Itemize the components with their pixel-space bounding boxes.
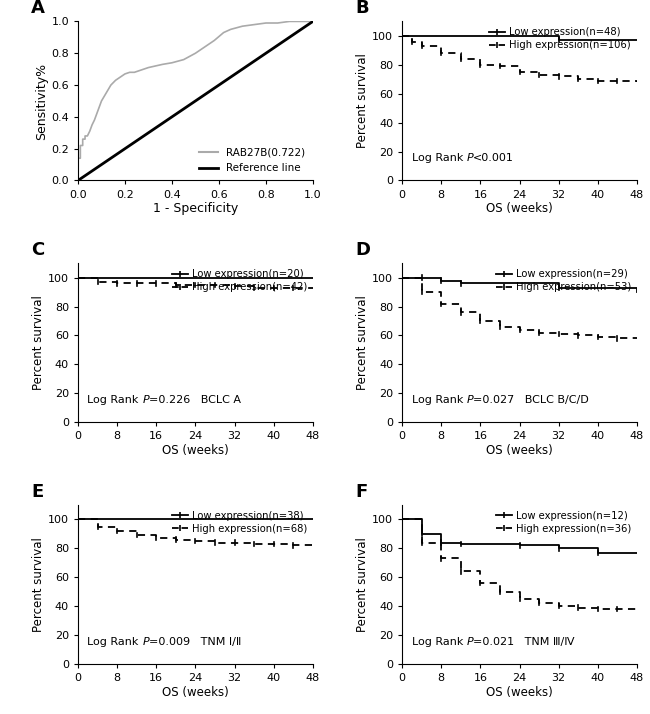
Text: Log Rank: Log Rank — [411, 154, 467, 164]
Text: B: B — [355, 0, 369, 17]
X-axis label: OS (weeks): OS (weeks) — [486, 686, 553, 699]
Y-axis label: Percent survival: Percent survival — [356, 54, 369, 149]
Text: C: C — [31, 241, 44, 259]
X-axis label: OS (weeks): OS (weeks) — [162, 686, 229, 699]
Text: F: F — [355, 483, 367, 501]
Legend: Low expression(n=20), High expression(n=42): Low expression(n=20), High expression(n=… — [170, 268, 308, 293]
Text: A: A — [31, 0, 45, 17]
Y-axis label: Percent survival: Percent survival — [32, 537, 46, 632]
X-axis label: OS (weeks): OS (weeks) — [162, 444, 229, 457]
Text: <0.001: <0.001 — [473, 154, 514, 164]
Text: P: P — [467, 154, 473, 164]
Text: =0.027   BCLC B/C/D: =0.027 BCLC B/C/D — [473, 395, 589, 405]
Y-axis label: Percent survival: Percent survival — [356, 296, 369, 390]
Y-axis label: Percent survival: Percent survival — [356, 537, 369, 632]
Text: E: E — [31, 483, 44, 501]
Text: P: P — [467, 395, 473, 405]
Text: Log Rank: Log Rank — [411, 637, 467, 647]
Text: D: D — [355, 241, 370, 259]
Text: =0.009   TNM Ⅰ/Ⅱ: =0.009 TNM Ⅰ/Ⅱ — [149, 637, 241, 647]
Text: Log Rank: Log Rank — [411, 395, 467, 405]
Legend: Low expression(n=29), High expression(n=53): Low expression(n=29), High expression(n=… — [495, 268, 632, 293]
Text: P: P — [142, 395, 149, 405]
Y-axis label: Sensitivity%: Sensitivity% — [36, 62, 49, 139]
X-axis label: OS (weeks): OS (weeks) — [486, 202, 553, 216]
Text: Log Rank: Log Rank — [87, 637, 142, 647]
X-axis label: 1 - Specificity: 1 - Specificity — [153, 202, 238, 216]
Text: P: P — [467, 637, 473, 647]
Legend: Low expression(n=38), High expression(n=68): Low expression(n=38), High expression(n=… — [170, 510, 308, 535]
Text: Log Rank: Log Rank — [87, 395, 142, 405]
Text: =0.021   TNM Ⅲ/Ⅳ: =0.021 TNM Ⅲ/Ⅳ — [473, 637, 575, 647]
Legend: RAB27B(0.722), Reference line: RAB27B(0.722), Reference line — [198, 146, 307, 175]
X-axis label: OS (weeks): OS (weeks) — [486, 444, 553, 457]
Y-axis label: Percent survival: Percent survival — [32, 296, 46, 390]
Text: =0.226   BCLC A: =0.226 BCLC A — [149, 395, 241, 405]
Legend: Low expression(n=48), High expression(n=106): Low expression(n=48), High expression(n=… — [488, 26, 632, 51]
Legend: Low expression(n=12), High expression(n=36): Low expression(n=12), High expression(n=… — [495, 510, 632, 535]
Text: P: P — [142, 637, 149, 647]
